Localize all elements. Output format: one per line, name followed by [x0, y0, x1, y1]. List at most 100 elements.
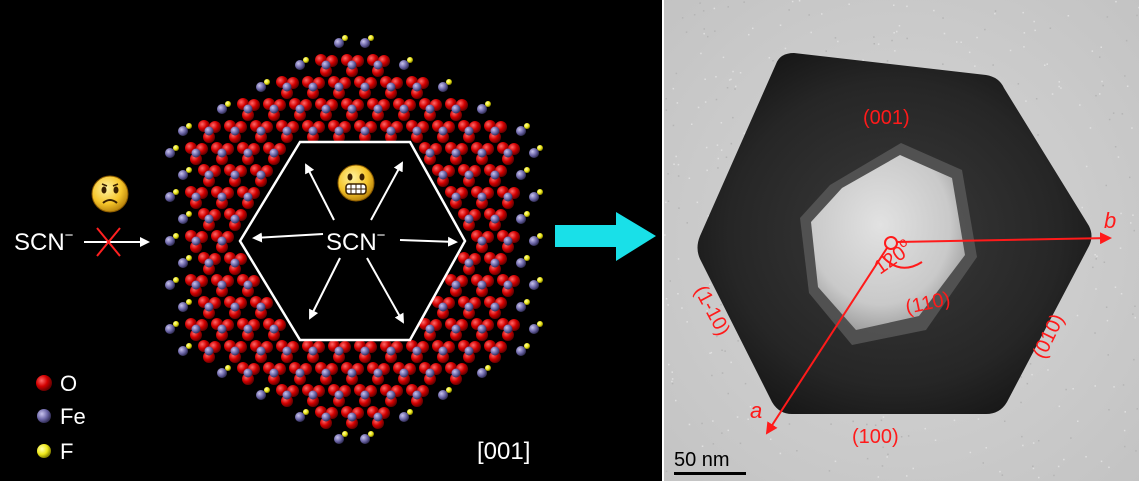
atom [347, 412, 357, 422]
noise-dot [1058, 85, 1060, 88]
noise-dot [1114, 146, 1117, 148]
noise-dot [779, 452, 782, 455]
atom [204, 214, 214, 224]
noise-dot [710, 351, 713, 354]
noise-dot [862, 430, 864, 432]
noise-dot [721, 372, 724, 374]
noise-dot [730, 361, 732, 364]
atom [217, 368, 227, 378]
noise-dot [706, 169, 708, 172]
atom [178, 346, 188, 356]
atom [412, 346, 422, 356]
noise-dot [808, 14, 810, 16]
noise-dot [770, 438, 772, 440]
noise-dot [1032, 465, 1034, 468]
scale-bar-label: 50 nm [674, 449, 730, 471]
atom [485, 365, 491, 371]
noise-dot [992, 64, 994, 66]
atom [373, 368, 383, 378]
atom [373, 412, 383, 422]
atom [165, 148, 175, 158]
atom [516, 346, 526, 356]
noise-dot [896, 30, 898, 33]
scn-inside-label: SCN− [326, 227, 386, 256]
noise-dot [688, 177, 691, 179]
noise-dot [1038, 440, 1040, 442]
noise-dot [735, 85, 737, 88]
noise-dot [743, 1, 745, 3]
atom [360, 126, 370, 136]
noise-dot [678, 207, 680, 209]
noise-dot [891, 39, 893, 42]
atom [178, 170, 188, 180]
atom [360, 434, 370, 444]
atom [191, 192, 201, 202]
atom [537, 233, 543, 239]
noise-dot [907, 435, 910, 437]
noise-dot [1022, 11, 1024, 14]
atom [256, 170, 266, 180]
noise-dot [1063, 458, 1065, 461]
noise-dot [721, 349, 723, 351]
noise-dot [1106, 319, 1109, 322]
atom [399, 368, 409, 378]
atom [295, 368, 305, 378]
atom [446, 79, 452, 85]
noise-dot [985, 447, 987, 449]
atom [321, 104, 331, 114]
noise-dot [688, 423, 691, 426]
atom [178, 214, 188, 224]
noise-dot [1023, 46, 1025, 48]
atom [412, 126, 422, 136]
noise-dot [1134, 305, 1136, 307]
atom [282, 390, 292, 400]
atom [386, 346, 396, 356]
noise-dot [721, 432, 723, 434]
noise-dot [717, 167, 719, 169]
atom [438, 126, 448, 136]
noise-dot [1020, 376, 1022, 378]
noise-dot [1117, 156, 1120, 158]
atom [342, 431, 348, 437]
atom [503, 280, 513, 290]
noise-dot [852, 420, 854, 423]
atom [412, 390, 422, 400]
atom [264, 79, 270, 85]
noise-dot [702, 10, 705, 12]
atom [186, 211, 192, 217]
atom [173, 189, 179, 195]
atom [303, 57, 309, 63]
atom [537, 277, 543, 283]
atom [490, 258, 500, 268]
noise-dot [1039, 340, 1041, 342]
noise-dot [1058, 81, 1060, 83]
atom [477, 148, 487, 158]
noise-dot [976, 36, 978, 39]
atom [243, 104, 253, 114]
atom [399, 60, 409, 70]
noise-dot [1033, 20, 1035, 23]
crystal-axes [765, 232, 1112, 435]
atom [425, 324, 435, 334]
noise-dot [720, 303, 722, 306]
noise-dot [887, 453, 889, 456]
atom [490, 170, 500, 180]
noise-dot [732, 116, 734, 119]
noise-dot [671, 382, 674, 385]
atom [464, 170, 474, 180]
noise-dot [720, 149, 723, 151]
atom [477, 236, 487, 246]
facet-top-label: (001) [863, 107, 910, 129]
noise-dot [671, 378, 674, 380]
atom [477, 324, 487, 334]
atom [308, 82, 318, 92]
noise-dot [686, 321, 688, 323]
noise-dot [685, 31, 688, 33]
atom [256, 302, 266, 312]
noise-dot [709, 352, 711, 354]
atom [204, 258, 214, 268]
noise-dot [1047, 369, 1049, 371]
noise-dot [711, 374, 713, 377]
noise-dot [828, 470, 831, 472]
atom [256, 82, 266, 92]
